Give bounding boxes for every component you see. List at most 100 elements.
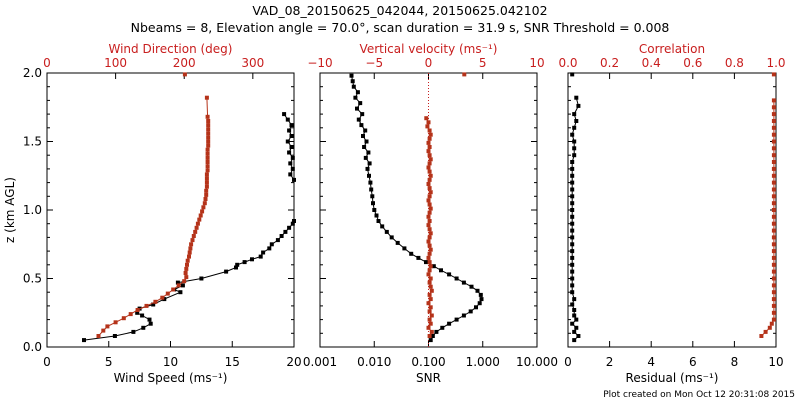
snr-data-point (426, 272, 431, 277)
residual-data-point (572, 153, 577, 158)
snr-data-point (351, 84, 356, 89)
residual-data-point (771, 180, 776, 185)
snr-data-point (428, 247, 433, 252)
snr-data-point (427, 202, 432, 207)
residual-data-point (572, 338, 577, 343)
snr-data-point (355, 106, 359, 111)
wind-data-point (188, 246, 193, 251)
residual-data-point (763, 329, 768, 334)
snr-data-point (428, 284, 433, 289)
snr-data-point (427, 219, 432, 223)
snr-data-point (427, 251, 432, 256)
residual-data-point (570, 166, 575, 171)
residual-data-point (570, 242, 575, 247)
y-tick-label: 0.5 (23, 272, 42, 286)
wind-data-point (135, 310, 140, 315)
snr-data-point (427, 309, 432, 314)
wind-top-tick-label: 300 (241, 56, 264, 70)
snr-data-point (428, 231, 433, 236)
snr-top-tick-label: 10 (529, 56, 544, 70)
wind-bottom-tick-label: 20 (286, 355, 301, 369)
snr-data-point (428, 338, 433, 343)
residual-data-point (570, 235, 575, 240)
snr-data-point (372, 208, 377, 212)
residual-top-tick-label: 0.4 (642, 56, 661, 70)
wind-data-point (147, 317, 152, 322)
wind-data-point (204, 188, 209, 193)
wind-data-point (234, 265, 238, 270)
snr-data-point (362, 145, 367, 149)
wind-bottom-axis-label: Wind Speed (ms⁻¹) (114, 371, 228, 385)
residual-data-point (574, 95, 579, 100)
snr-data-point (427, 210, 432, 215)
residual-data-point (771, 72, 776, 77)
wind-data-point (195, 221, 200, 226)
snr-data-point (426, 140, 431, 145)
wind-data-point (131, 329, 136, 334)
wind-data-point (203, 197, 208, 201)
snr-data-point (428, 173, 433, 178)
residual-data-point (771, 310, 776, 315)
residual-data-point (771, 262, 776, 267)
residual-data-point (570, 262, 575, 267)
snr-series-2 (462, 72, 467, 77)
residual-data-point (570, 221, 575, 226)
snr-data-point (427, 177, 432, 182)
residual-data-point (574, 317, 579, 322)
snr-data-point (434, 329, 439, 334)
wind-data-point (204, 180, 209, 185)
snr-data-point (356, 117, 361, 122)
residual-bottom-tick-label: 8 (731, 355, 739, 369)
wind-data-point (171, 287, 176, 292)
wind-data-point (206, 139, 211, 144)
residual-data-point (771, 276, 776, 281)
residual-top-axis-label: Correlation (639, 42, 705, 56)
wind-bottom-tick-label: 5 (105, 355, 113, 369)
residual-data-point (570, 249, 575, 254)
snr-top-tick-label: −10 (307, 56, 332, 70)
wind-data-point (290, 155, 295, 160)
snr-data-point (426, 325, 431, 330)
wind-data-point (141, 325, 146, 330)
residual-data-point (570, 283, 575, 288)
snr-data-point (374, 213, 379, 218)
residual-data-point (572, 125, 577, 130)
snr-plot-frame (319, 72, 538, 348)
residual-data-point (771, 290, 776, 295)
snr-top-tick-label: 0 (425, 56, 433, 70)
snr-data-point (428, 305, 433, 310)
snr-data-point (427, 153, 432, 158)
snr-data-point (427, 186, 432, 191)
snr-data-point (474, 305, 478, 310)
wind-data-point (194, 225, 199, 230)
residual-plot-frame (567, 72, 777, 348)
wind-data-point (267, 246, 272, 251)
snr-data-point (427, 128, 432, 133)
snr-bottom-tick-label: 0.010 (357, 355, 391, 369)
residual-data-point (570, 72, 575, 77)
residual-data-point (771, 297, 776, 302)
snr-panel: 0.001 0.010 0.100 1.000 10.000 SNR −10 −5 0 5 10 Ve… (303, 42, 558, 385)
wind-data-point (204, 176, 209, 181)
snr-data-point (426, 182, 431, 186)
snr-data-point (427, 292, 432, 297)
snr-series-1 (424, 116, 434, 338)
y-tick-label: 2.0 (23, 66, 42, 80)
residual-data-point (771, 105, 776, 110)
snr-data-point (475, 288, 480, 293)
wind-data-point (205, 160, 210, 164)
residual-data-point (572, 112, 577, 117)
wind-series-2 (96, 95, 211, 338)
residual-data-point (771, 235, 776, 240)
wind-data-point (112, 334, 117, 338)
wind-data-point (261, 250, 266, 255)
wind-data-point (183, 271, 188, 275)
snr-bottom-tick-label: 10.000 (516, 355, 558, 369)
residual-top-tick-label: 0.2 (600, 56, 619, 70)
residual-series-1 (570, 72, 575, 77)
wind-top-tick-label: 0 (43, 56, 51, 70)
wind-data-point (292, 219, 296, 223)
snr-data-point (360, 112, 365, 117)
residual-bottom-axis-label: Residual (ms⁻¹) (626, 371, 719, 385)
wind-data-point (101, 328, 106, 333)
